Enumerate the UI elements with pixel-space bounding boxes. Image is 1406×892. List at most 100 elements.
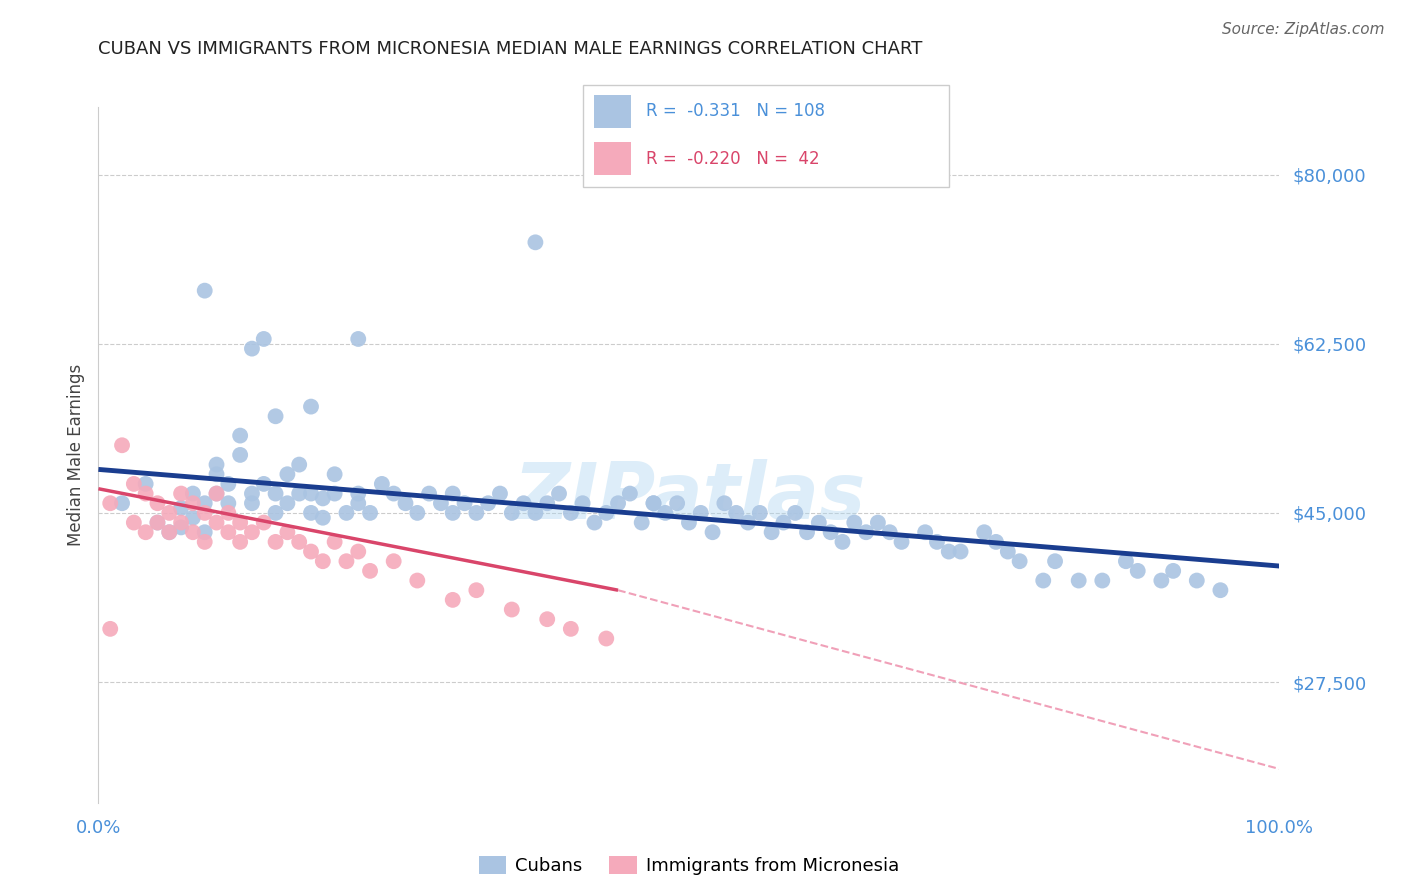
Point	[560, 506, 582, 520]
Point	[217, 506, 239, 520]
Point	[157, 506, 180, 520]
Point	[938, 544, 960, 558]
Point	[217, 525, 239, 540]
FancyBboxPatch shape	[583, 85, 949, 187]
Point	[1008, 554, 1031, 568]
Point	[264, 506, 287, 520]
Point	[240, 486, 263, 500]
Point	[1067, 574, 1090, 588]
Point	[453, 496, 475, 510]
Point	[347, 544, 370, 558]
Point	[725, 506, 748, 520]
Point	[984, 535, 1007, 549]
Point	[973, 525, 995, 540]
Point	[135, 525, 157, 540]
Point	[761, 525, 783, 540]
Point	[536, 496, 558, 510]
Point	[181, 525, 204, 540]
Point	[382, 554, 405, 568]
Point	[796, 525, 818, 540]
Point	[713, 496, 735, 510]
Point	[299, 506, 322, 520]
Point	[560, 622, 582, 636]
Point	[335, 554, 357, 568]
Point	[748, 506, 770, 520]
Point	[666, 496, 689, 510]
Bar	[595, 142, 631, 175]
Point	[772, 516, 794, 530]
Point	[914, 525, 936, 540]
Point	[643, 496, 665, 510]
Point	[879, 525, 901, 540]
Point	[264, 535, 287, 549]
Point	[890, 535, 912, 549]
Point	[571, 496, 593, 510]
Point	[441, 592, 464, 607]
Point	[583, 516, 606, 530]
Point	[135, 486, 157, 500]
Point	[678, 516, 700, 530]
Point	[512, 496, 534, 510]
Point	[595, 506, 617, 520]
Point	[831, 535, 853, 549]
Point	[595, 632, 617, 646]
Y-axis label: Median Male Earnings: Median Male Earnings	[66, 364, 84, 546]
Point	[194, 535, 217, 549]
Point	[394, 496, 416, 510]
Point	[299, 544, 322, 558]
Point	[253, 332, 276, 346]
Point	[194, 284, 217, 298]
Point	[111, 496, 134, 510]
Point	[122, 516, 145, 530]
Point	[181, 496, 204, 510]
Point	[276, 525, 298, 540]
Point	[1150, 574, 1173, 588]
Point	[619, 486, 641, 500]
Point	[146, 516, 169, 530]
Point	[335, 506, 357, 520]
Point	[1043, 554, 1066, 568]
Point	[205, 486, 228, 500]
Point	[820, 525, 842, 540]
Point	[170, 501, 193, 516]
Point	[240, 496, 263, 510]
Point	[524, 235, 547, 250]
Point	[1161, 564, 1184, 578]
Point	[323, 467, 346, 482]
Point	[866, 516, 889, 530]
Point	[406, 506, 429, 520]
Point	[157, 525, 180, 540]
Point	[1032, 574, 1054, 588]
Point	[194, 525, 217, 540]
Point	[240, 342, 263, 356]
Point	[643, 496, 665, 510]
Point	[1209, 583, 1232, 598]
Point	[465, 506, 488, 520]
Point	[146, 516, 169, 530]
Point	[217, 496, 239, 510]
Point	[205, 486, 228, 500]
Point	[170, 516, 193, 530]
Point	[146, 496, 169, 510]
Point	[347, 496, 370, 510]
Point	[98, 622, 121, 636]
Point	[406, 574, 429, 588]
Point	[371, 476, 394, 491]
Point	[194, 496, 217, 510]
Point	[548, 486, 571, 500]
Point	[299, 486, 322, 500]
Point	[253, 476, 276, 491]
Point	[359, 506, 381, 520]
Point	[170, 520, 193, 534]
Point	[441, 486, 464, 500]
Legend: Cubans, Immigrants from Micronesia: Cubans, Immigrants from Micronesia	[470, 847, 908, 884]
Point	[264, 409, 287, 424]
Point	[1185, 574, 1208, 588]
Point	[229, 428, 252, 442]
Point	[1091, 574, 1114, 588]
Point	[382, 486, 405, 500]
Point	[312, 510, 335, 524]
Point	[654, 506, 676, 520]
Text: R =  -0.331   N = 108: R = -0.331 N = 108	[645, 103, 825, 120]
Text: Source: ZipAtlas.com: Source: ZipAtlas.com	[1222, 22, 1385, 37]
